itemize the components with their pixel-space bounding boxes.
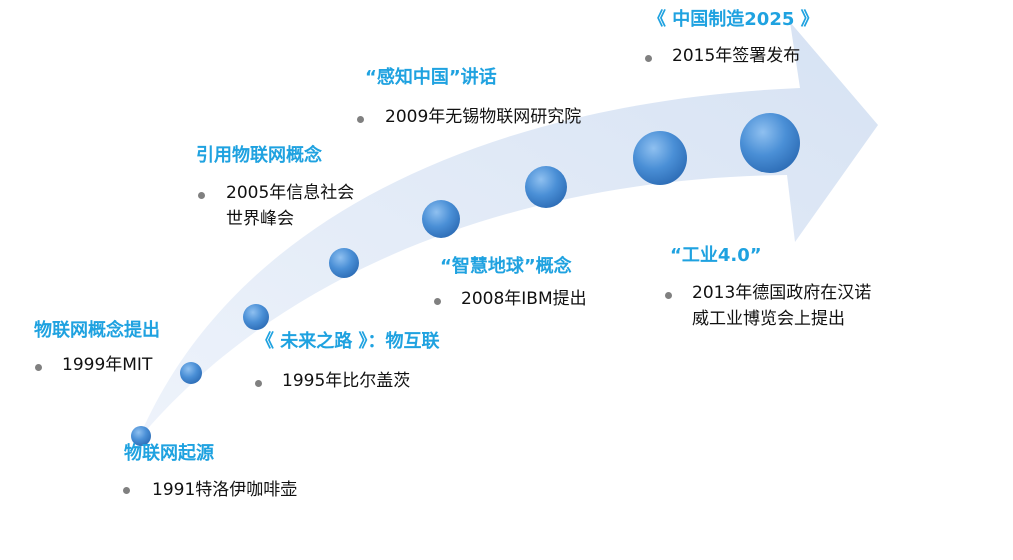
timeline-node [740, 113, 800, 173]
timeline-node [243, 304, 269, 330]
event-detail: 1995年比尔盖茨 [282, 368, 410, 394]
event-detail-line: 2005年信息社会 [226, 183, 355, 203]
event-detail-line: 2013年德国政府在汉诺 [692, 283, 872, 303]
event-detail: 2009年无锡物联网研究院 [385, 104, 581, 130]
bullet-dot [357, 116, 364, 123]
event-detail: 2015年签署发布 [672, 43, 800, 69]
event-detail-line: 1995年比尔盖茨 [282, 371, 411, 391]
event-detail-line: 1999年MIT [62, 355, 153, 375]
event-detail: 2008年IBM提出 [461, 286, 587, 312]
bullet-dot [645, 55, 652, 62]
event-detail: 1999年MIT [62, 352, 152, 378]
bullet-dot [255, 380, 262, 387]
arrow-body [138, 22, 878, 440]
event-title: 《 中国制造2025 》 [648, 9, 819, 30]
event-title: “智慧地球”概念 [440, 256, 572, 277]
bullet-dot [35, 364, 42, 371]
timeline-node [329, 248, 359, 278]
event-detail: 1991特洛伊咖啡壶 [152, 477, 297, 503]
event-detail-line: 2008年IBM提出 [461, 289, 587, 309]
timeline-node [180, 362, 202, 384]
event-title: “工业4.0” [670, 245, 762, 266]
event-title: “感知中国”讲话 [365, 67, 497, 88]
event-title: 物联网概念提出 [34, 320, 160, 341]
event-detail-line: 威工业博览会上提出 [692, 309, 845, 329]
timeline-node [525, 166, 567, 208]
event-title: 引用物联网概念 [196, 145, 322, 166]
event-detail-line: 2015年签署发布 [672, 46, 801, 66]
event-detail-line: 2009年无锡物联网研究院 [385, 107, 582, 127]
bullet-dot [198, 192, 205, 199]
timeline-node [633, 131, 687, 185]
bullet-dot [434, 298, 441, 305]
event-detail: 2005年信息社会 世界峰会 [226, 180, 354, 232]
event-detail-line: 世界峰会 [226, 209, 294, 229]
event-title: 物联网起源 [124, 443, 214, 464]
bullet-dot [665, 292, 672, 299]
timeline-node [422, 200, 460, 238]
event-title: 《 未来之路 》：物互联 [256, 331, 440, 352]
event-detail-line: 1991特洛伊咖啡壶 [152, 480, 298, 500]
bullet-dot [123, 487, 130, 494]
event-detail: 2013年德国政府在汉诺 威工业博览会上提出 [692, 280, 871, 332]
timeline-node [131, 426, 151, 446]
